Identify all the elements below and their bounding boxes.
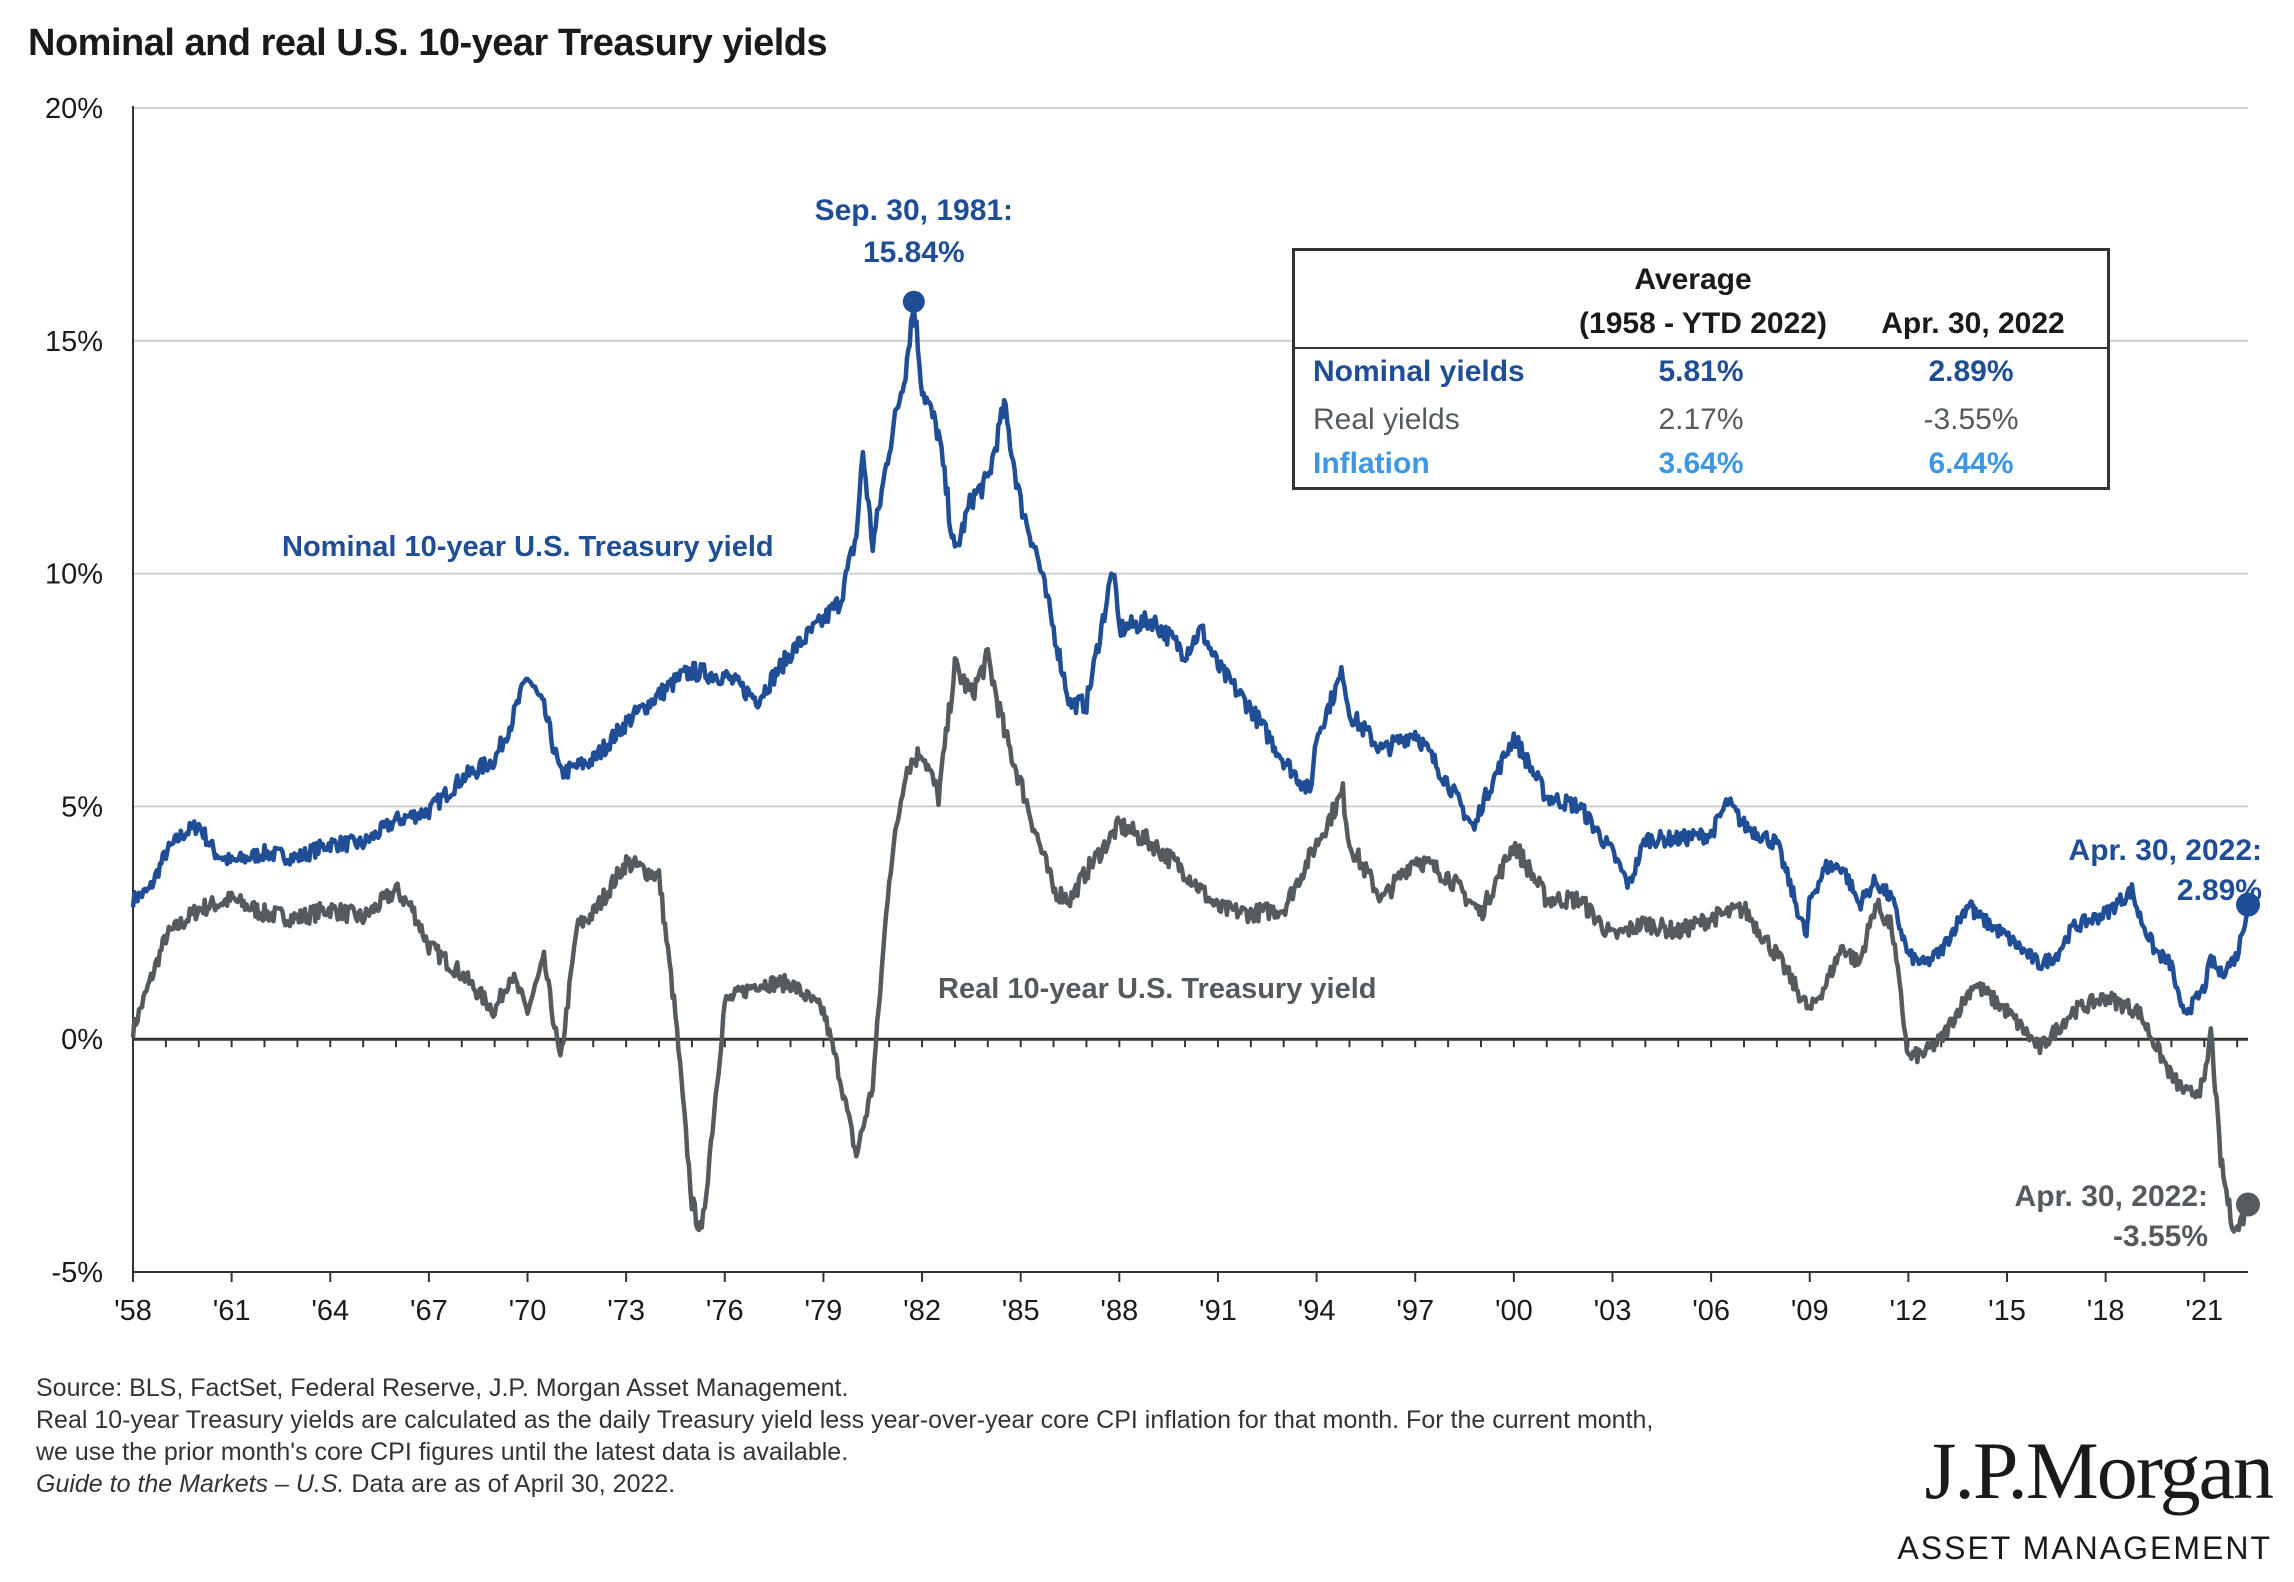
y-tick-label: 5%	[61, 791, 103, 823]
x-tick-label: '85	[1002, 1295, 1040, 1327]
logo-wordmark: J.P.Morgan	[1924, 1425, 2274, 1516]
nominal-series-label: Nominal 10-year U.S. Treasury yield	[282, 531, 774, 563]
row-label-real: Real yields	[1313, 403, 1460, 436]
real-end-label-value: -3.55%	[2113, 1220, 2208, 1253]
nominal-end-label-date: Apr. 30, 2022:	[2069, 834, 2262, 867]
x-tick-label: '15	[1988, 1295, 2026, 1327]
nominal-end-label-value: 2.89%	[2177, 874, 2262, 907]
row-real-current: -3.55%	[1923, 403, 2019, 436]
footer-notes: Source: BLS, FactSet, Federal Reserve, J…	[36, 1372, 1936, 1500]
x-tick-label: '82	[903, 1295, 941, 1327]
row-label-nominal: Nominal yields	[1313, 355, 1525, 388]
real-series-label: Real 10-year U.S. Treasury yield	[938, 973, 1376, 1005]
gridlines	[132, 106, 2248, 1273]
jpmorgan-logo: J.P.Morgan ASSET MANAGEMENT	[1897, 1425, 2274, 1567]
guide-date: Data are as of April 30, 2022.	[344, 1470, 676, 1498]
source-note: Source: BLS, FactSet, Federal Reserve, J…	[36, 1374, 849, 1402]
nominal-end-marker	[2236, 892, 2260, 917]
real-end-label-date: Apr. 30, 2022:	[2015, 1180, 2208, 1213]
series-line-real	[130, 646, 2251, 1234]
x-tick-label: '64	[311, 1295, 349, 1327]
row-label-inflation: Inflation	[1313, 447, 1430, 480]
methodology-note: Real 10-year Treasury yields are calcula…	[36, 1406, 1654, 1434]
x-tick-label: '79	[805, 1295, 843, 1327]
x-tick-label: '70	[509, 1295, 547, 1327]
stats-table: Average (1958 - YTD 2022) Apr. 30, 2022 …	[1292, 248, 2110, 490]
series-lines	[130, 300, 2251, 1234]
header-current: Apr. 30, 2022	[1881, 307, 2065, 340]
x-tick-label: '21	[2185, 1295, 2223, 1327]
x-tick-label: '73	[607, 1295, 645, 1327]
peak-label-value: 15.84%	[863, 236, 965, 269]
y-axis-ticks: 20% 15% 10% 5% 0% -5%	[45, 93, 103, 1289]
row-inflation-current: 6.44%	[1928, 447, 2014, 480]
x-tick-label: '97	[1396, 1295, 1434, 1327]
peak-marker	[902, 290, 925, 313]
guide-note: Guide to the Markets – U.S. Data are as …	[36, 1468, 1936, 1500]
row-real-average: 2.17%	[1658, 403, 1744, 436]
header-rule	[1295, 347, 2107, 349]
row-nominal-current: 2.89%	[1928, 355, 2014, 388]
x-tick-label: '91	[1199, 1295, 1237, 1327]
series-line-nominal	[130, 300, 2251, 1016]
x-tick-label: '03	[1594, 1295, 1632, 1327]
y-tick-label: 10%	[45, 559, 103, 591]
x-tick-label: '76	[706, 1295, 744, 1327]
y-tick-label: 15%	[45, 326, 103, 358]
x-tick-label: '61	[213, 1295, 251, 1327]
row-nominal-average: 5.81%	[1658, 355, 1744, 388]
x-axis-ticks: '58 '61 '64 '67 '70 '73 '76 '79 '82 '85 '88 '91 '94 '…	[114, 1272, 2223, 1327]
x-tick-label: '18	[2087, 1295, 2125, 1327]
annotations: Sep. 30, 1981:15.84%Apr. 30, 2022:2.89%A…	[282, 194, 2262, 1253]
header-average: Average	[1634, 263, 1752, 296]
real-end-marker	[2236, 1192, 2260, 1217]
y-tick-label: 20%	[45, 93, 103, 125]
logo-subtitle: ASSET MANAGEMENT	[1897, 1530, 2272, 1566]
x-tick-label: '12	[1889, 1295, 1927, 1327]
x-tick-label: '58	[114, 1295, 152, 1327]
guide-title: Guide to the Markets – U.S.	[36, 1470, 345, 1498]
row-inflation-average: 3.64%	[1658, 447, 1744, 480]
y-tick-label: 0%	[61, 1024, 103, 1056]
header-average-range: (1958 - YTD 2022)	[1579, 307, 1827, 340]
x-tick-label: '00	[1495, 1295, 1533, 1327]
peak-label-date: Sep. 30, 1981:	[815, 194, 1013, 227]
methodology-note-2: we use the prior month's core CPI figure…	[36, 1438, 849, 1466]
x-tick-label: '94	[1298, 1295, 1336, 1327]
x-tick-label: '67	[410, 1295, 448, 1327]
x-tick-label: '09	[1791, 1295, 1829, 1327]
x-tick-label: '06	[1692, 1295, 1730, 1327]
x-tick-label: '88	[1100, 1295, 1138, 1327]
y-tick-label: -5%	[51, 1257, 103, 1289]
chart-title: Nominal and real U.S. 10-year Treasury y…	[28, 22, 828, 64]
